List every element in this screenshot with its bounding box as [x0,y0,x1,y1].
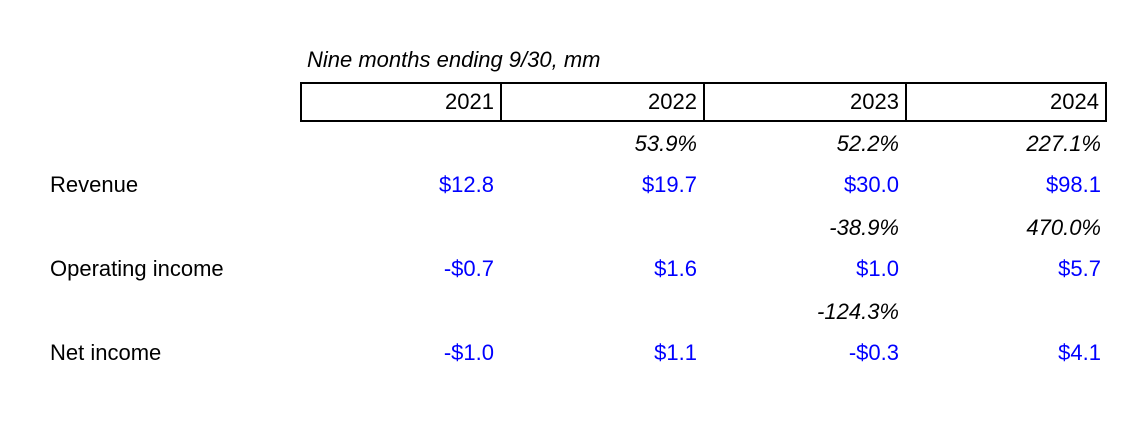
growth-cell: -124.3% [817,299,899,324]
row-label: Net income [50,340,162,365]
value-cell: $19.7 [641,172,697,197]
value-cell: $1.1 [654,340,697,365]
growth-cell: 470.0% [1026,215,1101,240]
value-cell: $4.1 [1058,340,1101,365]
row-label: Revenue [50,172,139,197]
caption: Nine months ending 9/30, mm [307,47,601,72]
column-header: 2021 [300,82,502,122]
column-header: 2022 [500,82,705,122]
value-cell: $98.1 [1045,172,1101,197]
row-label: Operating income [50,256,224,281]
value-cell: $1.0 [856,256,899,281]
value-cell: $12.8 [438,172,494,197]
value-cell: $30.0 [843,172,899,197]
column-header: 2024 [905,82,1107,122]
value-cell: $5.7 [1058,256,1101,281]
column-header: 2023 [703,82,907,122]
value-cell: $1.6 [654,256,697,281]
growth-cell: 52.2% [836,131,899,156]
growth-cell: -38.9% [829,215,899,240]
value-cell: -$0.7 [443,256,494,281]
value-cell: -$0.3 [848,340,899,365]
growth-cell: 53.9% [634,131,697,156]
value-cell: -$1.0 [443,340,494,365]
growth-cell: 227.1% [1026,131,1101,156]
